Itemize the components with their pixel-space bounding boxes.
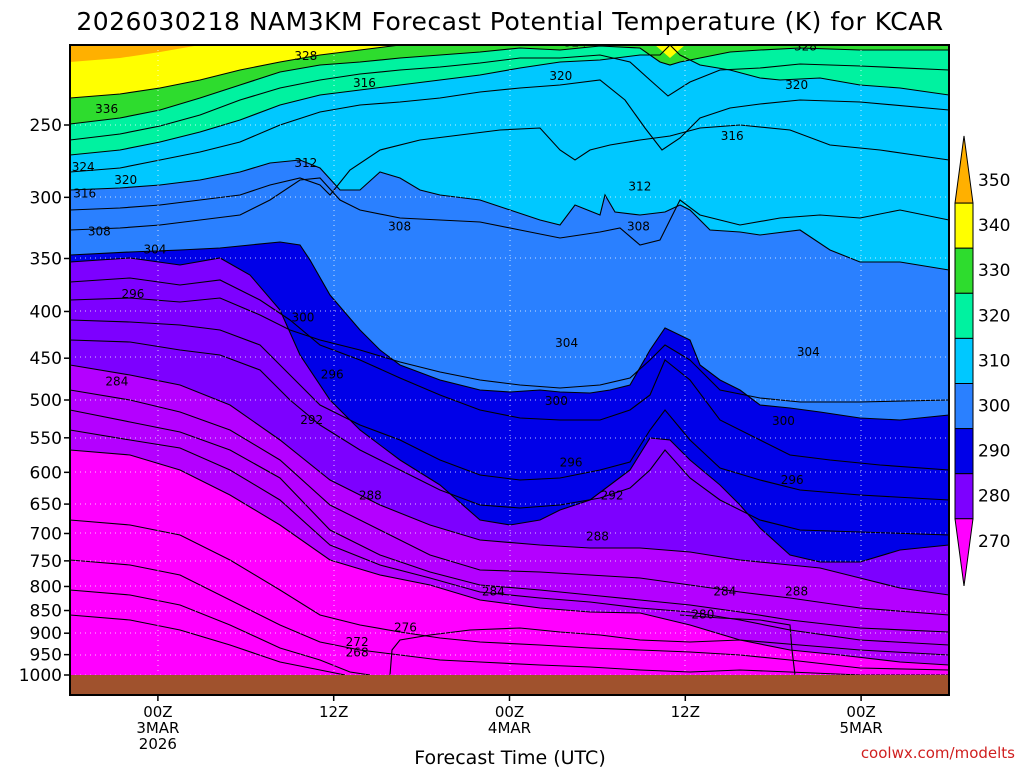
chart-title: 2026030218 NAM3KM Forecast Potential Tem…	[76, 7, 943, 36]
x-tick-label: 12Z	[671, 703, 700, 721]
y-tick-label: 650	[30, 495, 62, 515]
x-axis-label: Forecast Time (UTC)	[414, 747, 605, 768]
contour-label: 312	[294, 156, 317, 170]
grid	[70, 45, 949, 676]
y-tick-label: 250	[30, 116, 62, 136]
colorbar-label: 280	[978, 487, 1010, 507]
contour-label: 296	[560, 455, 583, 469]
contour-label: 296	[122, 287, 145, 301]
contour-label: 284	[105, 374, 128, 388]
y-tick-label: 350	[30, 249, 62, 269]
colorbar-swatch	[954, 473, 974, 520]
contour-label: 328	[794, 39, 817, 53]
x-tick-label: 12Z	[319, 703, 348, 721]
band-350	[70, 45, 400, 98]
x-tick-label: 00Z	[495, 703, 524, 721]
contour-label: 316	[73, 186, 96, 200]
colorbar-label: 320	[978, 306, 1010, 326]
contour-label: 268	[346, 646, 369, 660]
colorbar-swatch	[954, 383, 974, 430]
y-tick-label: 800	[30, 577, 62, 597]
y-tick-label: 450	[30, 349, 62, 369]
contour-label: 292	[300, 413, 323, 427]
colorbar-label: 270	[978, 532, 1010, 552]
y-tick-label: 950	[30, 646, 62, 666]
contour-label: 292	[601, 488, 624, 502]
contour-label: 284	[713, 584, 736, 598]
x-tick-label: 4MAR	[488, 719, 531, 737]
contour-label: 300	[772, 414, 795, 428]
y-tick-label: 850	[30, 602, 62, 622]
y-tick-label: 400	[30, 302, 62, 322]
colorbar-cap-top	[954, 135, 974, 204]
y-tick-label: 600	[30, 463, 62, 483]
ground-surface	[70, 675, 949, 695]
x-tick-label: 2026	[139, 735, 177, 753]
contour-labels: 336 328 324 320 316 316 312 308 304 308 296 300 296 2…	[72, 35, 820, 660]
contour-label: 320	[549, 69, 572, 83]
contour-label: 304	[555, 336, 578, 350]
contour-label: 312	[628, 180, 651, 194]
band-360	[70, 45, 200, 62]
contour-label: 320	[785, 78, 808, 92]
y-tick-label: 300	[30, 188, 62, 208]
contour-label: 328	[294, 49, 317, 63]
band-330	[70, 45, 949, 155]
colorbar-label: 330	[978, 261, 1010, 281]
y-tick-label: 900	[30, 624, 62, 644]
contour-label: 300	[545, 394, 568, 408]
contour-label: 308	[88, 225, 111, 239]
y-tick-label: 550	[30, 429, 62, 449]
contour-label: 324	[72, 160, 95, 174]
colorbar-label: 300	[978, 397, 1010, 417]
contour-label: 308	[627, 220, 650, 234]
colorbar-swatch	[954, 428, 974, 475]
contour-label: 320	[114, 173, 137, 187]
contour-label: 316	[353, 76, 376, 90]
contour-label: 276	[394, 620, 417, 634]
y-tick-label: 700	[30, 524, 62, 544]
contour-label: 304	[797, 345, 820, 359]
contour-label: 300	[291, 310, 314, 324]
colorbar-label: 290	[978, 442, 1010, 462]
contour-label: 324	[564, 35, 587, 49]
contour-label: 288	[359, 488, 382, 502]
watermark: coolwx.com/modelts	[861, 744, 1015, 762]
colorbar: 350 340 330 320 310 300 290 280 270	[954, 135, 1010, 586]
y-tick-label: 750	[30, 552, 62, 572]
contour-label: 280	[691, 608, 714, 622]
y-tick-label: 1000	[19, 666, 62, 686]
y-tick-label: 500	[30, 391, 62, 411]
y-axis: 2503003504004505005506006507007508008509…	[19, 116, 70, 686]
band-340	[70, 45, 949, 124]
colorbar-cap-bottom	[954, 518, 974, 586]
colorbar-swatch	[954, 202, 974, 249]
contour-label: 316	[721, 129, 744, 143]
x-tick-label: 5MAR	[840, 719, 883, 737]
colorbar-label: 350	[978, 171, 1010, 191]
colorbar-swatch	[954, 292, 974, 339]
x-tick-label: 00Z	[846, 703, 875, 721]
x-tick-label: 3MAR	[136, 719, 179, 737]
contour-label: 304	[144, 242, 167, 256]
contour-label: 308	[388, 220, 411, 234]
contour-label: 284	[482, 584, 505, 598]
x-tick-label: 00Z	[143, 703, 172, 721]
contour-label: 336	[95, 102, 118, 116]
contour-label: 296	[321, 368, 344, 382]
colorbar-label: 340	[978, 216, 1010, 236]
band-340b	[655, 45, 685, 58]
contour-label: 272	[346, 635, 369, 649]
colorbar-swatch	[954, 247, 974, 294]
contour-label: 288	[785, 584, 808, 598]
contour-label: 296	[781, 473, 804, 487]
colorbar-swatch	[954, 337, 974, 384]
contour-label: 288	[586, 529, 609, 543]
contour-lines	[70, 45, 949, 676]
colorbar-label: 310	[978, 351, 1010, 371]
